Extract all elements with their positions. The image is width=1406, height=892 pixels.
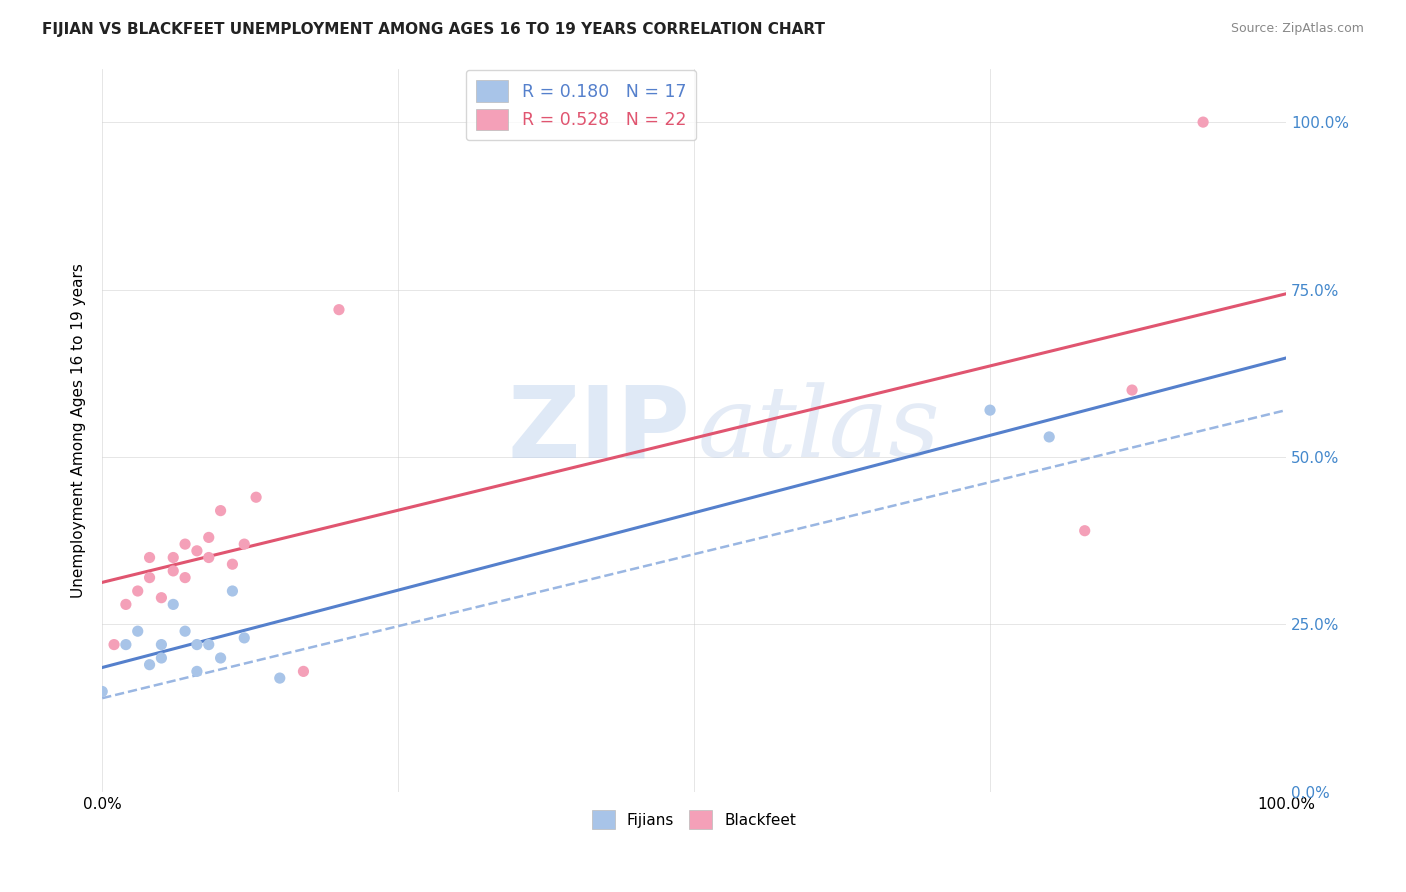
Y-axis label: Unemployment Among Ages 16 to 19 years: Unemployment Among Ages 16 to 19 years xyxy=(72,263,86,598)
Point xyxy=(197,550,219,565)
Point xyxy=(150,591,173,605)
Point xyxy=(186,544,208,558)
Point xyxy=(186,665,208,679)
Point xyxy=(979,403,1001,417)
Legend: Fijians, Blackfeet: Fijians, Blackfeet xyxy=(585,804,803,835)
Point xyxy=(138,657,160,672)
Point xyxy=(1121,383,1143,397)
Point xyxy=(221,558,243,572)
Point xyxy=(197,530,219,544)
Point xyxy=(138,550,160,565)
Point xyxy=(186,638,208,652)
Point xyxy=(115,638,138,652)
Point xyxy=(197,638,219,652)
Point xyxy=(127,584,149,599)
Text: FIJIAN VS BLACKFEET UNEMPLOYMENT AMONG AGES 16 TO 19 YEARS CORRELATION CHART: FIJIAN VS BLACKFEET UNEMPLOYMENT AMONG A… xyxy=(42,22,825,37)
Point xyxy=(233,537,256,551)
Point xyxy=(103,638,125,652)
Point xyxy=(209,651,232,665)
Point xyxy=(328,302,350,317)
Point xyxy=(174,537,197,551)
Text: Source: ZipAtlas.com: Source: ZipAtlas.com xyxy=(1230,22,1364,36)
Point xyxy=(162,564,184,578)
Point xyxy=(1192,115,1215,129)
Point xyxy=(1073,524,1095,538)
Text: atlas: atlas xyxy=(697,383,941,478)
Point xyxy=(115,598,138,612)
Point xyxy=(174,624,197,639)
Point xyxy=(292,665,315,679)
Point xyxy=(162,598,184,612)
Point xyxy=(150,651,173,665)
Point xyxy=(150,638,173,652)
Point xyxy=(127,624,149,639)
Point xyxy=(138,571,160,585)
Point xyxy=(233,631,256,645)
Point xyxy=(269,671,291,685)
Point xyxy=(162,550,184,565)
Point xyxy=(91,684,114,698)
Point xyxy=(174,571,197,585)
Point xyxy=(1038,430,1060,444)
Point xyxy=(209,503,232,517)
Point xyxy=(221,584,243,599)
Point xyxy=(245,490,267,504)
Text: ZIP: ZIP xyxy=(508,382,690,479)
